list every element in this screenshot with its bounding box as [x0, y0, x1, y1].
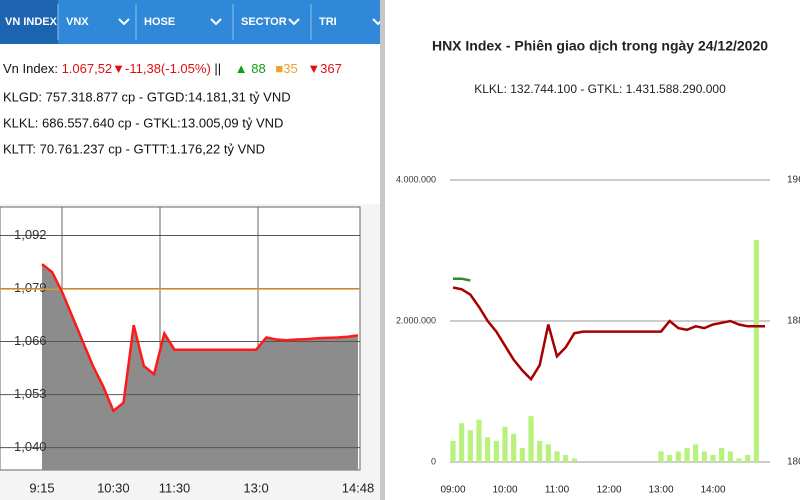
- line: [41, 263, 359, 413]
- bar: [502, 426, 508, 462]
- x-tick-label: 11:30: [159, 480, 191, 495]
- bar: [511, 433, 517, 462]
- tab[interactable]: SECTOR: [241, 16, 287, 28]
- tab[interactable]: VNX: [66, 16, 89, 28]
- advances: ▲ 88: [235, 61, 266, 76]
- y-tick-label: 1,040: [14, 439, 47, 454]
- tab[interactable]: TRI: [319, 16, 337, 28]
- bar: [719, 447, 725, 462]
- y2-tick-label: 180: [787, 457, 800, 468]
- bar: [736, 458, 742, 462]
- stats-line: KLGD: 757.318.877 cp - GTGD:14.181,31 tỷ…: [3, 89, 291, 104]
- x-tick-label: 13:00: [648, 485, 673, 496]
- line: [452, 286, 765, 382]
- bar: [485, 437, 491, 462]
- tab-selected-bg: [0, 0, 58, 44]
- tab[interactable]: VN INDEX: [5, 16, 58, 28]
- y-tick-label: 1,079: [14, 280, 47, 295]
- bar: [450, 440, 456, 462]
- bar: [467, 430, 473, 462]
- index-label: Vn Index:: [3, 61, 58, 76]
- y-tick-label: 0: [431, 456, 436, 466]
- unchanged: ■35: [275, 61, 297, 76]
- bar: [753, 239, 759, 462]
- bar: [545, 444, 551, 462]
- y-tick-label: 4.000.000: [396, 174, 436, 184]
- x-tick-label: 14:00: [700, 485, 725, 496]
- y2-tick-label: 196: [787, 175, 800, 186]
- bar: [658, 451, 664, 462]
- bar: [684, 447, 690, 462]
- bar: [571, 458, 577, 462]
- y2-tick-label: 188: [787, 316, 800, 327]
- tab-dividers: [57, 4, 312, 40]
- bar: [554, 451, 560, 462]
- x-tick-label: 14:48: [342, 480, 375, 495]
- x-tick-label: 13:0: [243, 480, 268, 495]
- chart-title: HNX Index - Phiên giao dịch trong ngày 2…: [432, 38, 768, 54]
- bar: [459, 423, 465, 462]
- x-tick-label: 10:30: [97, 480, 130, 495]
- x-tick-label: 09:00: [440, 485, 465, 496]
- stats-line: KLTT: 70.761.237 cp - GTTT:1.176,22 tỷ V…: [3, 141, 265, 156]
- tab-bar: [0, 0, 385, 44]
- bar: [537, 440, 543, 462]
- bar: [528, 416, 534, 462]
- y-tick-label: 1,092: [14, 227, 47, 242]
- x-tick-label: 11:00: [545, 485, 570, 496]
- index-line: Vn Index: 1.067,52▼-11,38(-1.05%) || ▲ 8…: [3, 61, 342, 76]
- y-tick-label: 1,066: [14, 333, 47, 348]
- bar: [675, 451, 681, 462]
- scrollbar[interactable]: [380, 0, 385, 500]
- area: [42, 264, 358, 470]
- index-value: 1.067,52▼-11,38(-1.05%): [62, 61, 211, 76]
- bar: [519, 447, 525, 462]
- x-tick-label: 12:00: [596, 485, 621, 496]
- x-tick-label: 10:00: [492, 485, 517, 496]
- separator: ||: [214, 61, 221, 76]
- bar: [693, 444, 699, 462]
- bar: [701, 451, 707, 462]
- bar: [476, 419, 482, 462]
- y-tick-label: 1,053: [14, 386, 47, 401]
- bar: [745, 454, 751, 462]
- line: [453, 277, 471, 282]
- x-tick-label: 9:15: [29, 480, 54, 495]
- info-box: [0, 44, 385, 204]
- chart-subtitle: KLKL: 132.744.100 - GTKL: 1.431.588.290.…: [474, 82, 726, 96]
- y-tick-label: 2.000.000: [396, 315, 436, 325]
- right-panel: [385, 0, 800, 500]
- bar: [727, 451, 733, 462]
- bar: [710, 454, 716, 462]
- stats-line: KLKL: 686.557.640 cp - GTKL:13.005,09 tỷ…: [3, 115, 283, 130]
- bar: [667, 454, 673, 462]
- declines: ▼367: [307, 61, 342, 76]
- bar: [493, 440, 499, 462]
- tab[interactable]: HOSE: [144, 16, 175, 28]
- bar: [563, 454, 569, 462]
